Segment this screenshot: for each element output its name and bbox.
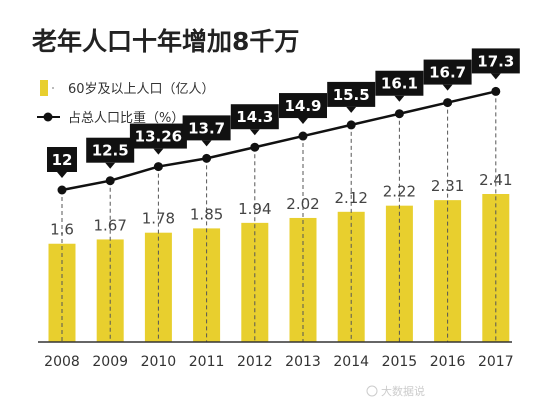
x-tick-2013: 2013 [285, 354, 321, 370]
pct-label-pointer-2010 [153, 148, 164, 155]
pct-line [61, 90, 497, 192]
bar-label-2008: 1.6 [50, 221, 74, 239]
pct-label-pointer-2012 [249, 129, 260, 136]
pct-point-2014 [346, 120, 356, 130]
pct-label-2011: 13.7 [188, 119, 225, 137]
legend-line-marker [43, 112, 53, 122]
pct-point-2013 [298, 131, 308, 141]
pct-points [57, 86, 501, 195]
pct-label-2015: 16.1 [381, 75, 418, 93]
pct-point-2012 [250, 142, 260, 152]
pct-point-2008 [57, 185, 67, 195]
legend-bar-label: 60岁及以上人口（亿人） [68, 82, 215, 97]
x-tick-2009: 2009 [92, 354, 128, 370]
pct-label-pointer-2009 [105, 162, 116, 169]
watermark-icon [366, 385, 378, 397]
x-tick-2008: 2008 [44, 354, 80, 370]
bar-2009 [96, 239, 124, 342]
pct-label-bg-2009 [86, 137, 135, 163]
pct-label-bg-2017 [471, 48, 520, 74]
bar-label-2009: 1.67 [93, 216, 126, 234]
bar-label-2011: 1.85 [190, 205, 223, 223]
pct-label-bg-2015 [375, 70, 424, 96]
pct-label-pointer-2017 [490, 73, 501, 80]
pct-label-bg-2014 [327, 81, 376, 107]
legend-bar-swatch [40, 80, 48, 96]
legend-line-label: 占总人口比重（%） [68, 110, 184, 126]
chart-title: 老年人口十年增加8千万 [32, 27, 299, 56]
pct-point-2016 [443, 98, 453, 108]
pct-label-2013: 14.9 [284, 97, 321, 115]
bar-label-2015: 2.22 [383, 183, 416, 201]
x-tick-2017: 2017 [478, 354, 514, 370]
x-tick-2014: 2014 [333, 354, 369, 370]
pct-label-2008: 12 [52, 151, 73, 169]
pct-label-bg-2016 [423, 59, 472, 85]
pct-labels: 12 12.5 13.26 13.7 14.3 14.9 15.5 16.1 16.7 17.3 [47, 48, 520, 178]
x-tick-2016: 2016 [430, 354, 466, 370]
pct-label-pointer-2015 [394, 95, 405, 102]
pct-label-pointer-2014 [346, 106, 357, 113]
pct-label-pointer-2011 [201, 140, 212, 147]
watermark-text: 大数据说 [381, 384, 425, 398]
pct-label-2017: 17.3 [477, 52, 514, 70]
bar-label-2013: 2.02 [286, 195, 319, 213]
pct-label-pointer-2013 [298, 118, 308, 125]
bar-label-2010: 1.78 [142, 210, 175, 228]
x-tick-2011: 2011 [189, 354, 225, 370]
pct-label-bg-2013 [279, 93, 327, 119]
bar-label-2017: 2.41 [479, 171, 512, 189]
pct-label-bg-2008 [47, 147, 77, 172]
pct-point-2010 [153, 162, 163, 172]
pct-label-2012: 14.3 [236, 108, 273, 126]
dash-guides [61, 91, 497, 342]
bar-label-2016: 2.31 [431, 177, 464, 195]
pct-label-2016: 16.7 [429, 64, 466, 82]
pct-point-2017 [491, 86, 501, 96]
legend: 60岁及以上人口（亿人） 占总人口比重（%） [37, 80, 215, 126]
pct-label-2009: 12.5 [92, 142, 129, 160]
pct-point-2011 [202, 153, 212, 163]
pct-point-2009 [105, 176, 115, 186]
bar-label-2012: 1.94 [238, 200, 271, 218]
pct-label-bg-2012 [230, 104, 279, 130]
watermark: 大数据说 [366, 384, 425, 398]
x-tick-2010: 2010 [141, 354, 177, 370]
pct-label-pointer-2008 [57, 172, 67, 178]
bar-2008 [48, 243, 76, 342]
pct-point-2015 [394, 109, 404, 119]
x-tick-labels: 2008 2009 2010 2011 2012 2013 2014 2015 2016 2017 [44, 354, 513, 370]
pct-label-bg-2010 [129, 123, 187, 149]
pct-label-pointer-2016 [442, 84, 453, 91]
pct-label-2014: 15.5 [333, 86, 370, 104]
x-tick-2012: 2012 [237, 354, 273, 370]
pct-label-2010: 13.26 [135, 128, 182, 146]
bar-value-labels: 1.6 1.67 1.78 1.85 1.94 2.02 2.12 2.22 2.31 2.41 [50, 171, 512, 239]
pct-label-bg-2011 [182, 115, 231, 141]
x-tick-2015: 2015 [382, 354, 418, 370]
bar-label-2014: 2.12 [334, 189, 367, 207]
